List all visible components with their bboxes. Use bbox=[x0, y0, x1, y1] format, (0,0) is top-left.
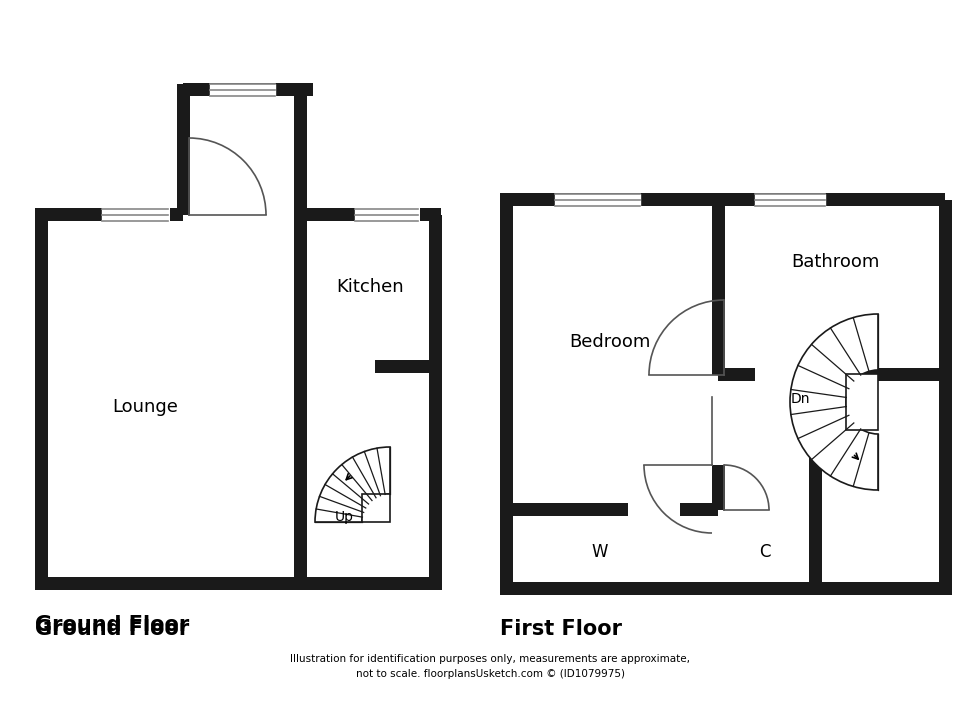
Bar bbox=[294, 215, 307, 367]
Bar bbox=[724, 382, 809, 504]
Bar bbox=[189, 96, 294, 215]
Bar bbox=[35, 215, 48, 590]
Bar bbox=[724, 510, 809, 582]
Bar bbox=[362, 494, 390, 522]
Bar bbox=[420, 208, 441, 221]
Bar bbox=[809, 368, 945, 381]
Bar bbox=[500, 200, 513, 595]
Text: Ground Floor: Ground Floor bbox=[35, 615, 189, 635]
Text: W: W bbox=[592, 543, 609, 561]
Bar bbox=[300, 208, 355, 221]
Text: Ground Floor: Ground Floor bbox=[35, 619, 189, 639]
Bar bbox=[718, 368, 755, 381]
Bar bbox=[712, 200, 725, 375]
Bar bbox=[306, 221, 429, 367]
Bar bbox=[513, 516, 712, 582]
Bar bbox=[170, 208, 183, 221]
Bar bbox=[429, 265, 442, 590]
Bar bbox=[500, 193, 945, 206]
Bar bbox=[294, 295, 307, 590]
Bar bbox=[294, 90, 307, 215]
Text: Bathroom: Bathroom bbox=[791, 253, 879, 271]
Bar bbox=[500, 582, 945, 595]
Bar bbox=[724, 207, 939, 369]
Bar bbox=[429, 215, 442, 352]
Bar bbox=[846, 374, 878, 430]
Text: C: C bbox=[760, 543, 770, 561]
Bar bbox=[712, 465, 725, 510]
Text: Lounge: Lounge bbox=[112, 398, 178, 416]
Wedge shape bbox=[790, 314, 878, 490]
Bar bbox=[177, 84, 190, 215]
Text: Dn: Dn bbox=[790, 392, 809, 406]
Bar bbox=[35, 208, 102, 221]
Wedge shape bbox=[315, 447, 390, 522]
Bar bbox=[35, 577, 435, 590]
Bar bbox=[41, 222, 294, 584]
Bar bbox=[821, 213, 939, 582]
Bar bbox=[680, 503, 718, 516]
Text: Bedroom: Bedroom bbox=[569, 333, 651, 351]
Bar bbox=[939, 200, 952, 595]
Bar bbox=[375, 360, 441, 373]
Text: Illustration for identification purposes only, measurements are approximate,: Illustration for identification purposes… bbox=[290, 654, 690, 664]
Text: First Floor: First Floor bbox=[500, 619, 622, 639]
Text: not to scale. floorplansUsketch.com © (ID1079975): not to scale. floorplansUsketch.com © (I… bbox=[356, 669, 624, 679]
Text: Kitchen: Kitchen bbox=[336, 278, 404, 296]
Bar bbox=[809, 369, 822, 595]
Bar bbox=[513, 503, 628, 516]
Bar bbox=[513, 213, 712, 582]
Text: Up: Up bbox=[334, 510, 354, 524]
Bar bbox=[183, 83, 313, 96]
